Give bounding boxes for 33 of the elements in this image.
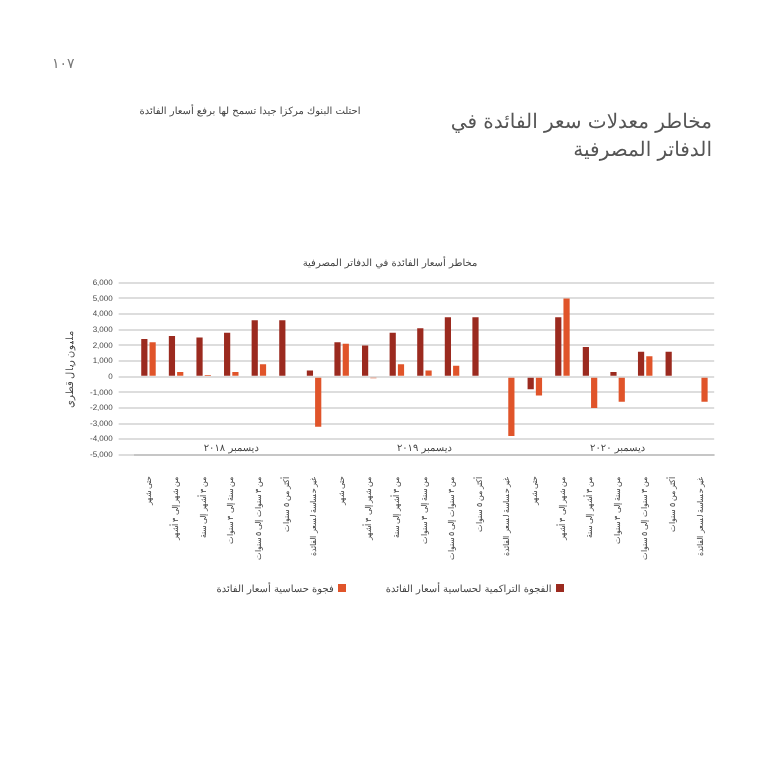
bar [508,377,515,437]
bar [701,377,708,402]
bar [141,339,148,376]
bar [259,364,267,376]
bar [444,317,451,376]
bar [149,342,156,376]
bar [251,320,258,376]
bar [591,377,598,408]
bar [453,365,460,376]
bar [535,377,543,396]
bar [646,356,653,376]
bar [425,370,432,376]
bar [334,342,341,376]
bar [224,332,231,376]
bar [306,370,314,376]
bar [397,364,405,376]
chart-subtitle: مخاطر معدلات سعر الفائدة في الدفاتر المصرفية [448,110,712,166]
bar [582,346,589,376]
bar [563,298,570,376]
bar [417,328,424,376]
bar [389,332,396,376]
bar [342,343,349,376]
bar [362,345,369,376]
bar [196,337,203,376]
bar [279,320,286,376]
bar [637,351,645,376]
bar [665,351,672,376]
bar [315,377,322,427]
bar [555,317,562,376]
bar [618,377,625,402]
bar [472,317,479,376]
bar [527,377,534,390]
bar [168,335,176,376]
